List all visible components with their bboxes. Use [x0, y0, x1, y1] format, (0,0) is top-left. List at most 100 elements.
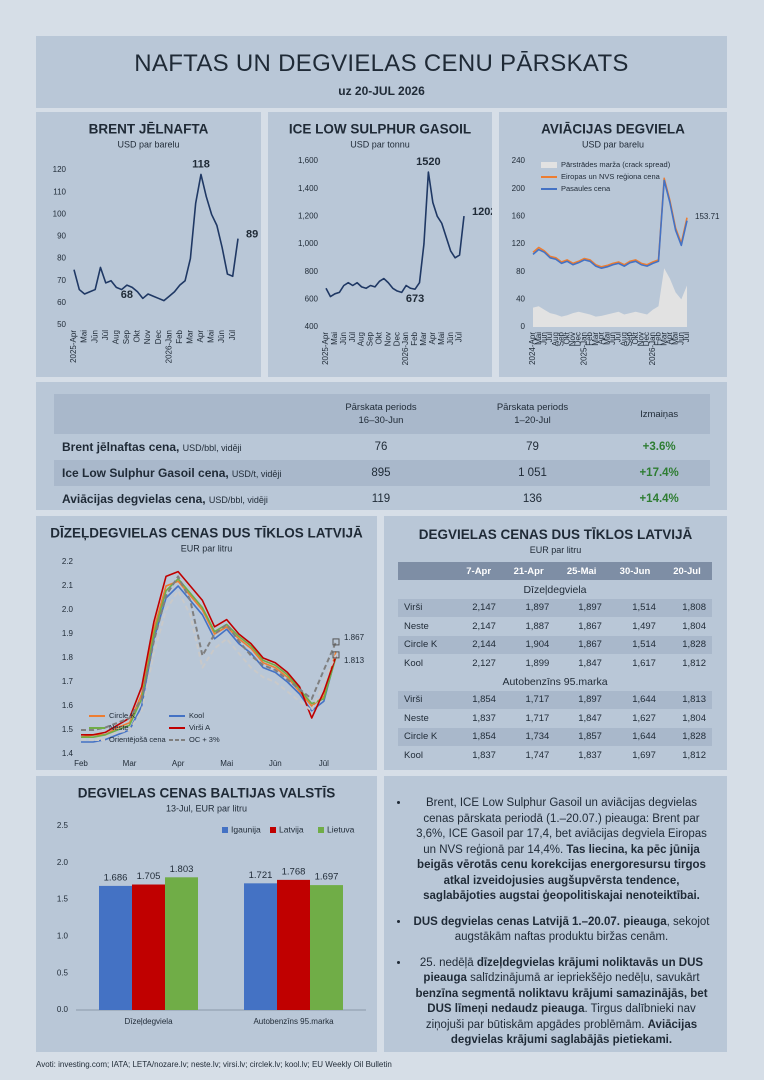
bullet-text: . Tirgus dalībnieki nav ziņojuši par būt… — [425, 1003, 696, 1031]
dus-panel: DEGVIELAS CENAS DUS TĪKLOS LATVIJĀ EUR p… — [384, 516, 727, 770]
bullets: Brent, ICE Low Sulphur Gasoil un aviācij… — [384, 776, 727, 1049]
x-tick-label: 2026-Jan — [164, 330, 173, 363]
x-tick-label: Feb — [175, 329, 184, 343]
annotation: 153.71 — [695, 212, 720, 221]
row-label: Aviācijas degvielas cena, USD/bbl, vidēj… — [54, 486, 305, 512]
y-tick-label: 1.4 — [62, 749, 74, 758]
chart: DEGVIELAS CENAS BALTIJAS VALSTĪS 13-Jul, … — [57, 786, 366, 1026]
row-name: Aviācijas degvielas cena, — [62, 492, 206, 506]
cell: 1,837 — [472, 712, 496, 724]
chart: ICE LOW SULPHUR GASOIL USD par tonnu 400 60… — [289, 122, 497, 366]
cell: 76 — [374, 441, 388, 453]
legend-swatch — [222, 827, 228, 833]
annotation: 1.867 — [344, 633, 365, 642]
cell: +14.4% — [639, 493, 679, 505]
cell: 1 051 — [518, 467, 547, 479]
y-tick-label: 1,200 — [298, 211, 319, 220]
cell: 2,147 — [472, 602, 496, 614]
cell: 1,627 — [632, 712, 656, 724]
cell: 1,899 — [525, 657, 550, 669]
row-unit: USD/bbl, vidēji — [208, 495, 268, 505]
cell: +3.6% — [642, 441, 676, 453]
x-tick-label: Aug — [111, 330, 120, 344]
bullet-text: dīzeļdegvielas krājumi noliktavās un DUS… — [423, 956, 704, 985]
cell: 1,734 — [525, 731, 550, 743]
row: Virši 2,147 1,897 1,897 1,514 1,808 — [398, 598, 712, 618]
row: Brent jēlnaftas cena, USD/bbl, vidēji 76 7… — [54, 434, 710, 460]
cell: 1,887 — [525, 620, 550, 632]
section-row: Dīzeļdegviela — [398, 580, 712, 598]
header-cell — [398, 562, 455, 580]
cell: 1,897 — [578, 694, 602, 706]
data-label: 1.686 — [104, 872, 128, 883]
panel: AVIĀCIJAS DEGVIELA USD par barelu 0 40 80 120… — [499, 112, 727, 377]
x-tick-label: 2025-Jan — [579, 332, 588, 365]
cell: 1,514 — [632, 639, 656, 651]
bullet-text: Aviācijas degvielas krājumi saglabājās p… — [450, 1018, 698, 1047]
row: Neste 2,147 1,887 1,867 1,497 1,804 — [398, 617, 712, 635]
line — [73, 173, 239, 302]
row: Ice Low Sulphur Gasoil cena, USD/t, vidē… — [54, 460, 710, 486]
cell: 1,812 — [682, 749, 706, 761]
row-unit: USD/bbl, vidēji — [182, 443, 242, 453]
header-cell — [54, 394, 305, 434]
row: Kool 1,837 1,747 1,837 1,697 1,812 — [398, 746, 712, 764]
cell: 1,804 — [682, 712, 706, 724]
x-tick-label: 2025-Apr — [321, 332, 330, 365]
cell: 1,867 — [578, 639, 602, 651]
x-tick-label: Mar — [659, 332, 668, 346]
header-text: Izmaiņas — [640, 408, 679, 420]
legend-label: Circle K — [109, 711, 135, 720]
y-tick-label: 120 — [512, 239, 526, 248]
x-tick-label: Mar — [123, 759, 137, 768]
y-tick-label: 0.5 — [57, 968, 69, 977]
data-label: 1.803 — [170, 864, 194, 875]
y-tick-label: 80 — [57, 254, 66, 263]
x-tick-label: Mar — [185, 330, 194, 344]
legend-label: Igaunija — [231, 824, 261, 834]
legend-label: Pasaules cena — [561, 184, 611, 193]
row-label: Brent jēlnaftas cena, USD/bbl, vidēji — [54, 434, 305, 460]
cell: 1,837 — [472, 749, 496, 761]
data-label: 1.697 — [315, 872, 339, 883]
cell: 79 — [526, 441, 539, 453]
legend-label: OC + 3% — [189, 735, 220, 744]
x-tick-label: Mai — [671, 332, 680, 345]
x-tick-label: Jūn — [269, 759, 282, 768]
bar — [310, 885, 343, 1010]
row: Kool 2,127 1,899 1,847 1,617 1,812 — [398, 654, 712, 672]
cell: 1,847 — [578, 657, 602, 669]
header-cell: 25-Mai — [566, 565, 597, 577]
cell: 1,897 — [578, 602, 602, 614]
table-title: DEGVIELAS CENAS DUS TĪKLOS LATVIJĀ — [418, 527, 693, 542]
legend-label: Kool — [189, 711, 204, 720]
chart-subtitle: USD par tonnu — [350, 139, 410, 149]
cell: 1,644 — [632, 731, 656, 743]
panel: DEGVIELAS CENAS BALTIJAS VALSTĪS 13-Jul, … — [36, 776, 377, 1052]
x-tick-label: Feb — [74, 759, 88, 768]
x-tick-label: Jūn — [217, 330, 226, 343]
x-tick-label: Jūn — [446, 332, 455, 345]
x-tick-label: Jūl — [228, 330, 237, 340]
header: NAFTAS UN DEGVIELAS CENU PĀRSKATS uz 20-… — [36, 36, 727, 108]
x-tick-label: Apr — [428, 332, 437, 345]
x-tick-label: Dīzeļdegviela — [124, 1017, 173, 1026]
cell: 1,854 — [472, 694, 496, 706]
line — [81, 570, 337, 736]
y-tick-label: 90 — [57, 232, 66, 241]
cell: Circle K — [404, 639, 438, 651]
x-tick-label: Jūl — [319, 759, 329, 768]
cell: 2,144 — [472, 639, 496, 651]
chart-subtitle: EUR par litru — [181, 543, 233, 553]
panel: DĪZEĻDEGVIELAS CENAS DUS TĪKLOS LATVIJĀ E… — [36, 516, 377, 770]
line — [81, 589, 337, 741]
cell: Neste — [404, 620, 429, 632]
annotation: 68 — [121, 289, 133, 301]
cell: 2,127 — [472, 657, 496, 669]
chart-title: ICE LOW SULPHUR GASOIL — [289, 122, 471, 137]
cell: 1,812 — [682, 657, 706, 669]
y-tick-label: 1.7 — [62, 677, 74, 686]
cell: Circle K — [404, 731, 438, 743]
y-tick-label: 60 — [57, 298, 66, 307]
legend-label: Neste — [109, 723, 129, 732]
